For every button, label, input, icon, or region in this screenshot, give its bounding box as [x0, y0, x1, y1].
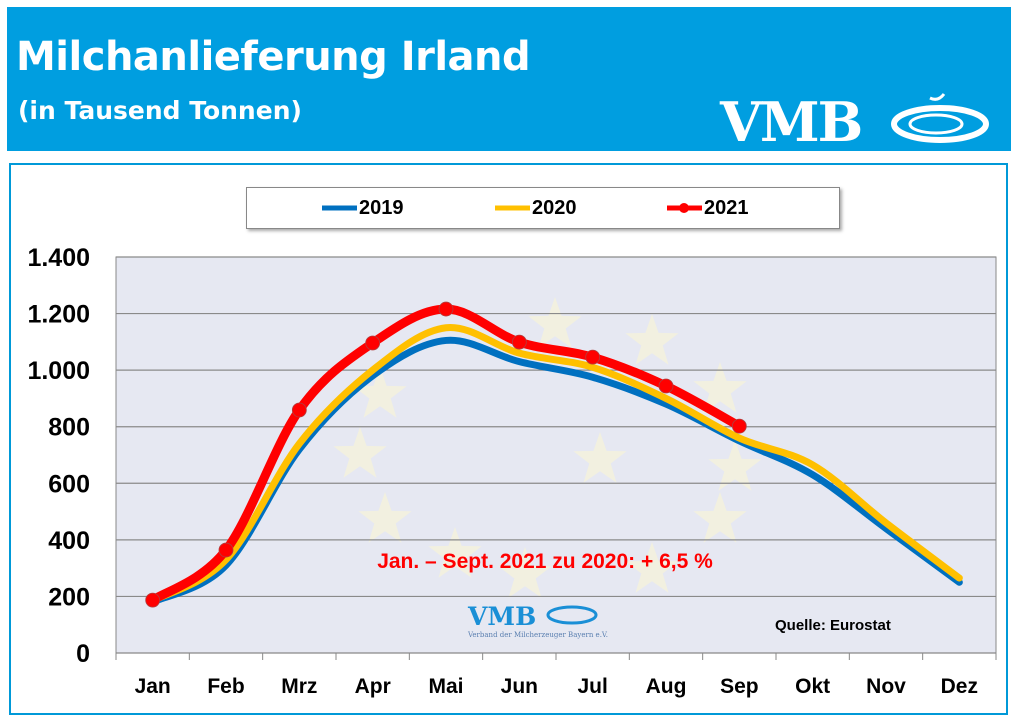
y-tick-label: 400 — [48, 527, 90, 555]
data-point-2021 — [731, 418, 747, 434]
data-point-2021 — [511, 334, 527, 350]
data-point-2021 — [218, 542, 234, 558]
data-point-2021 — [438, 301, 454, 317]
legend-label-2020: 2020 — [532, 197, 577, 219]
legend-label-2021: 2021 — [704, 197, 749, 219]
series-line-2021 — [148, 304, 744, 605]
chart-frame — [9, 163, 1008, 715]
vmb-logo-icon — [891, 93, 989, 143]
page-title: Milchanlieferung Irland — [16, 34, 531, 80]
x-tick-label: Jun — [501, 675, 538, 698]
x-tick-label: Feb — [207, 675, 244, 698]
star-icon — [693, 362, 747, 413]
header-banner — [7, 7, 1011, 151]
star-icon — [358, 492, 412, 543]
star-icon — [625, 542, 679, 593]
x-tick-label: Aug — [646, 675, 687, 698]
legend-label-2019: 2019 — [359, 197, 404, 219]
star-icon — [625, 314, 679, 365]
y-tick-label: 1.000 — [27, 357, 90, 385]
star-icon — [573, 432, 627, 483]
x-tick-label: Jan — [135, 675, 171, 698]
legend: 2019 2020 2021 — [246, 187, 840, 229]
series-line-2020 — [149, 324, 963, 605]
source-annotation: Quelle: Eurostat — [775, 617, 891, 634]
star-icon — [708, 440, 762, 491]
x-tick-label: Dez — [941, 675, 978, 698]
y-tick-label: 600 — [48, 470, 90, 498]
star-icon — [693, 492, 747, 543]
star-icon — [528, 297, 582, 348]
y-tick-label: 200 — [48, 583, 90, 611]
x-tick-label: Apr — [355, 675, 391, 698]
data-point-2021 — [145, 592, 161, 608]
change-annotation: Jan. – Sept. 2021 zu 2020: + 6,5 % — [377, 550, 713, 573]
x-tick-label: Mai — [428, 675, 463, 698]
x-tick-label: Sep — [720, 675, 759, 698]
watermark-logo: VMB — [467, 602, 536, 631]
eu-stars-background — [333, 297, 762, 598]
watermark-logo-icon — [546, 605, 598, 625]
data-point-2021 — [658, 378, 674, 394]
data-point-2021 — [291, 402, 307, 418]
y-tick-label: 1.400 — [27, 244, 90, 272]
legend-marker-2021 — [679, 203, 689, 213]
x-tick-label: Okt — [795, 675, 830, 698]
vmb-logo: VMB — [720, 90, 989, 154]
star-icon — [353, 367, 407, 418]
star-icon — [333, 427, 387, 478]
watermark-text: Verband der Milcherzeuger Bayern e.V. — [467, 631, 608, 639]
y-tick-label: 0 — [76, 640, 90, 668]
y-tick-label: 800 — [48, 414, 90, 442]
star-icon — [428, 527, 482, 578]
page-subtitle: (in Tausend Tonnen) — [18, 96, 302, 125]
x-tick-label: Mrz — [281, 675, 317, 698]
data-point-2021 — [585, 349, 601, 365]
y-tick-label: 1.200 — [27, 301, 90, 329]
x-tick-label: Jul — [577, 675, 607, 698]
data-point-2021 — [365, 335, 381, 351]
x-tick-label: Nov — [866, 675, 906, 698]
star-icon — [498, 547, 552, 598]
